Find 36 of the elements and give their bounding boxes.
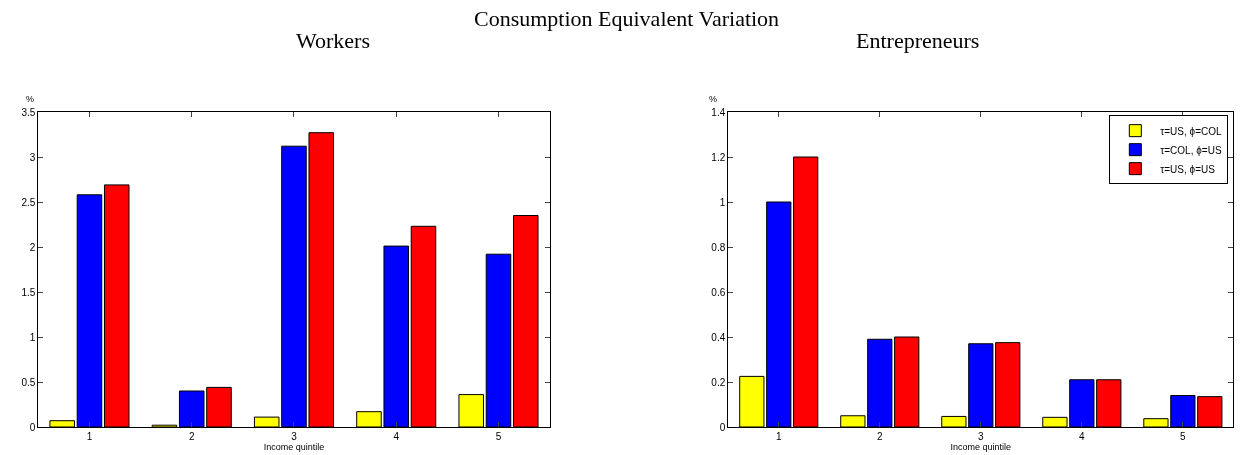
chart-title: Workers xyxy=(296,28,370,53)
y-tick-label: 2.5 xyxy=(21,196,36,208)
y-tick-label: 0 xyxy=(29,421,36,433)
y-tick-label: 0 xyxy=(719,421,726,433)
x-axis-title: Income quintile xyxy=(950,442,1012,452)
y-tick-label: 1.2 xyxy=(711,151,726,163)
x-tick-label: 5 xyxy=(1180,431,1187,442)
legend-label: τ=COL, ϕ=US xyxy=(1160,144,1222,156)
x-tick-label: 1 xyxy=(775,431,782,442)
x-tick-label: 5 xyxy=(495,431,502,442)
chart-title: Entrepreneurs xyxy=(856,28,980,53)
y-axis-title: % xyxy=(709,94,718,104)
x-tick-label: 3 xyxy=(978,431,985,442)
x-tick-label: 1 xyxy=(86,431,93,442)
legend-label: τ=US, ϕ=US xyxy=(1160,163,1216,175)
y-tick-label: 1.5 xyxy=(21,286,36,298)
y-tick-label: 3.5 xyxy=(21,106,36,118)
text: Consumption Equivalent Variation xyxy=(474,6,780,31)
x-axis-title: Income quintile xyxy=(263,442,325,452)
y-tick-label: 1 xyxy=(719,196,726,208)
legend-label: τ=US, ϕ=COL xyxy=(1160,125,1222,137)
x-tick-label: 2 xyxy=(188,431,195,442)
x-tick-label: 4 xyxy=(1079,431,1086,442)
y-tick-label: 0.5 xyxy=(21,376,36,388)
y-tick-label: 2 xyxy=(29,241,36,253)
y-tick-label: 0.2 xyxy=(711,376,726,388)
y-axis-title: % xyxy=(26,94,35,104)
x-tick-label: 4 xyxy=(393,431,400,442)
y-tick-label: 1.4 xyxy=(711,106,726,118)
y-tick-label: 0.6 xyxy=(711,286,726,298)
x-tick-label: 3 xyxy=(291,431,298,442)
y-tick-label: 0.4 xyxy=(711,331,726,343)
x-tick-label: 2 xyxy=(877,431,884,442)
y-tick-label: 0.8 xyxy=(711,241,726,253)
y-tick-label: 3 xyxy=(29,151,36,163)
y-tick-label: 1 xyxy=(29,331,36,343)
